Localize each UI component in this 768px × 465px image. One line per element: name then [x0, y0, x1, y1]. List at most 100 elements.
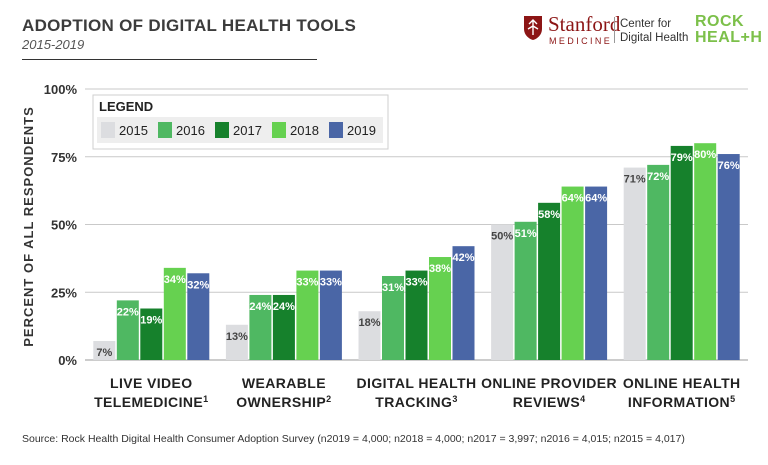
category-label-line-2: TELEMEDICINE1 — [94, 394, 208, 410]
category-label-line-2: INFORMATION5 — [628, 394, 736, 410]
data-label-2016: 22% — [117, 306, 139, 318]
bar-2018 — [694, 143, 717, 360]
data-label-2016: 72% — [647, 171, 669, 183]
legend-swatch-2018 — [272, 122, 286, 138]
legend-title: LEGEND — [99, 99, 153, 114]
legend-label-2016: 2016 — [176, 123, 205, 138]
bar-2019 — [717, 154, 740, 360]
data-label-2017: 24% — [273, 301, 295, 313]
data-label-2017: 58% — [538, 209, 560, 221]
category-label-line-1: WEARABLE — [242, 375, 326, 391]
footnote-marker: 1 — [203, 394, 208, 404]
footnote-marker: 2 — [326, 394, 331, 404]
center-line-1: Center for — [620, 18, 672, 30]
data-label-2019: 33% — [320, 277, 342, 289]
bar-2019 — [452, 246, 475, 360]
legend-label-2018: 2018 — [290, 123, 319, 138]
data-label-2016: 51% — [515, 228, 537, 240]
data-label-2017: 79% — [671, 152, 693, 164]
bar-2017 — [405, 270, 428, 360]
rock-health-logo-line-2: HEAL+H — [695, 29, 763, 46]
bar-2015 — [93, 341, 116, 360]
bar-2017 — [140, 308, 163, 360]
bar-2016 — [382, 275, 404, 360]
title-divider — [22, 59, 317, 60]
data-label-2018: 38% — [429, 263, 451, 275]
bar-2016 — [116, 300, 139, 360]
data-label-2015: 50% — [491, 231, 513, 243]
chart-title: ADOPTION OF DIGITAL HEALTH TOOLS — [22, 16, 357, 35]
rock-health-logo-line-1: ROCK — [695, 13, 745, 30]
bar-2018 — [561, 186, 584, 360]
bar-2016 — [514, 221, 537, 360]
bar-2017 — [272, 294, 295, 360]
bar-2017 — [670, 145, 693, 360]
legend-label-2015: 2015 — [119, 123, 148, 138]
data-label-2018: 80% — [694, 149, 716, 161]
data-label-2019: 76% — [718, 160, 740, 172]
center-line-2: Digital Health — [620, 32, 689, 44]
y-tick-label: 100% — [44, 82, 78, 97]
category-label-line-2: OWNERSHIP2 — [236, 394, 331, 410]
data-label-2019: 42% — [452, 252, 474, 264]
legend-label-2017: 2017 — [233, 123, 262, 138]
data-label-2016: 31% — [382, 282, 404, 294]
data-label-2017: 33% — [405, 277, 427, 289]
data-label-2015: 18% — [358, 317, 380, 329]
category-label-line-2: REVIEWS4 — [513, 394, 586, 410]
adoption-bar-chart: 0% 25% 50% 75% 100% PERCENT OF ALL RESPONDENT… — [21, 82, 748, 410]
footnote-marker: 4 — [580, 394, 585, 404]
y-axis-label: PERCENT OF ALL RESPONDENTS — [21, 106, 36, 347]
data-label-2019: 64% — [585, 193, 607, 205]
logo-divider — [614, 17, 615, 43]
footnote-marker: 3 — [452, 394, 457, 404]
category-label-text: INFORMATION — [628, 394, 730, 410]
category-label-line-1: ONLINE HEALTH — [623, 375, 741, 391]
data-label-2018: 64% — [562, 193, 584, 205]
bar-2015 — [358, 311, 381, 360]
bar-2019 — [187, 273, 210, 360]
legend-swatch-2015 — [101, 122, 115, 138]
y-tick-label: 75% — [51, 150, 77, 165]
bar-2015 — [623, 167, 646, 360]
category-label-text: OWNERSHIP — [236, 394, 326, 410]
source-note: Source: Rock Health Digital Health Consu… — [22, 433, 685, 445]
footnote-marker: 5 — [730, 394, 735, 404]
legend-swatch-2017 — [215, 122, 229, 138]
center-digital-health-logo: Center for Digital Health — [620, 17, 688, 45]
bar-2018 — [429, 257, 451, 360]
y-tick-label: 0% — [58, 353, 77, 368]
data-label-2018: 34% — [164, 274, 186, 286]
category-label-text: TELEMEDICINE — [94, 394, 203, 410]
category-label-text: REVIEWS — [513, 394, 580, 410]
bar-2016 — [647, 164, 670, 360]
bar-2016 — [249, 294, 272, 360]
chart-subtitle: 2015-2019 — [22, 37, 85, 52]
y-tick-label: 25% — [51, 285, 77, 300]
bar-2015 — [225, 324, 248, 360]
category-label-line-2: TRACKING3 — [375, 394, 458, 410]
data-label-2015: 71% — [624, 174, 646, 186]
data-label-2015: 7% — [96, 347, 112, 359]
data-label-2016: 24% — [249, 301, 271, 313]
data-label-2017: 19% — [140, 315, 162, 327]
y-tick-label: 50% — [51, 218, 77, 233]
legend-label-2019: 2019 — [347, 123, 376, 138]
category-label-text: TRACKING — [375, 394, 452, 410]
category-label-line-1: LIVE VIDEO — [110, 375, 193, 391]
bar-2019 — [585, 186, 608, 360]
bar-2015 — [491, 224, 514, 360]
legend-swatch-2019 — [329, 122, 343, 138]
bar-2019 — [319, 270, 342, 360]
data-label-2019: 32% — [187, 279, 209, 291]
category-label-line-1: DIGITAL HEALTH — [357, 375, 477, 391]
data-label-2018: 33% — [296, 277, 318, 289]
bar-2018 — [163, 267, 186, 360]
medicine-wordmark: MEDICINE — [549, 36, 613, 46]
stanford-shield-icon — [524, 16, 542, 40]
data-label-2015: 13% — [226, 331, 248, 343]
legend-swatch-2016 — [158, 122, 172, 138]
stanford-wordmark: Stanford — [548, 12, 621, 36]
category-label-line-1: ONLINE PROVIDER — [481, 375, 617, 391]
bar-2018 — [296, 270, 319, 360]
